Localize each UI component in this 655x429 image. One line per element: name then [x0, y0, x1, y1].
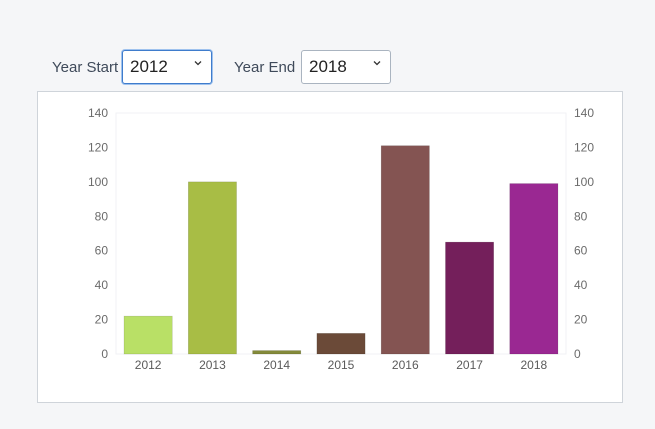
x-tick-label: 2014: [263, 358, 290, 372]
y-tick-label-right: 80: [574, 209, 588, 223]
x-tick-label: 2015: [328, 358, 355, 372]
x-tick-label: 2013: [199, 358, 226, 372]
year-end-value: 2018: [309, 57, 347, 76]
y-tick-label-right: 20: [574, 313, 588, 327]
bar: [445, 241, 494, 355]
bar: [188, 181, 237, 355]
year-start-value: 2012: [130, 57, 168, 76]
bar: [380, 145, 430, 355]
y-tick-label-right: 0: [574, 347, 581, 361]
y-tick-label-left: 140: [88, 106, 108, 120]
x-tick-label: 2016: [392, 358, 419, 372]
year-range-controls: Year Start 2012 Year End 2018: [0, 0, 655, 90]
x-tick-label: 2012: [135, 358, 162, 372]
y-tick-label-right: 140: [574, 106, 594, 120]
year-start-select[interactable]: 2012: [122, 50, 212, 84]
year-end-label: Year End: [234, 59, 296, 76]
bar: [509, 183, 559, 355]
year-end-select[interactable]: 2018: [301, 50, 391, 84]
y-tick-label-left: 80: [95, 209, 109, 223]
bar: [123, 315, 173, 355]
y-tick-label-right: 100: [574, 175, 594, 189]
y-tick-label-left: 40: [95, 278, 109, 292]
y-tick-label-left: 60: [95, 244, 109, 258]
chevron-down-icon: [373, 61, 381, 66]
y-tick-label-right: 60: [574, 244, 588, 258]
plot-area-frame: [115, 112, 567, 355]
chevron-down-icon: [194, 61, 202, 66]
year-start-label: Year Start: [52, 59, 119, 76]
y-tick-label-left: 100: [88, 175, 108, 189]
bar: [316, 333, 366, 355]
y-tick-label-right: 120: [574, 140, 594, 154]
y-tick-label-left: 120: [88, 140, 108, 154]
bar: [252, 350, 302, 355]
x-tick-label: 2018: [521, 358, 548, 372]
bar-chart: 0 0 20 20 40 40 60 60 80 80 100 100 120 120 140 140 2012…: [88, 106, 594, 372]
y-tick-label-left: 0: [101, 347, 108, 361]
y-tick-label-left: 20: [95, 313, 109, 327]
x-tick-label: 2017: [456, 358, 483, 372]
y-tick-label-right: 40: [574, 278, 588, 292]
chart-panel: 0 0 20 20 40 40 60 60 80 80 100 100 120 120 140 140 2012…: [37, 91, 623, 403]
